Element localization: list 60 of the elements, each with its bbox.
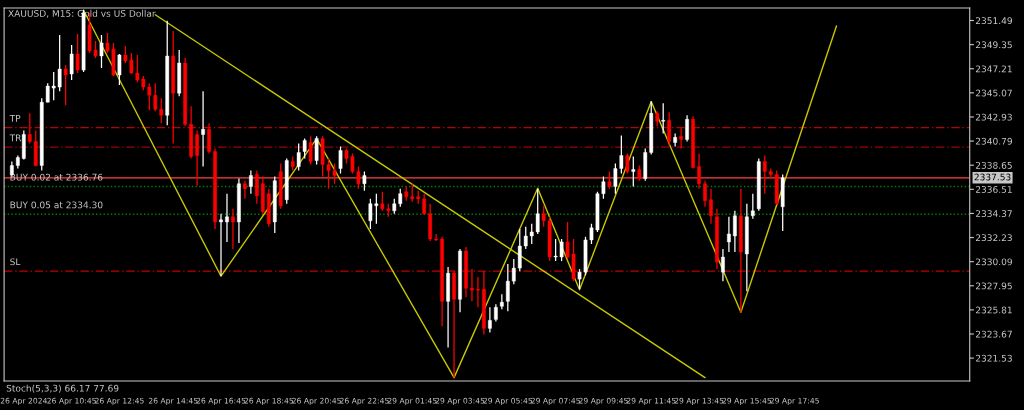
candlestick [219, 213, 223, 277]
candlestick [685, 114, 689, 143]
candlestick [631, 155, 636, 188]
candlestick [625, 152, 630, 175]
candlestick [117, 53, 122, 86]
y-tick-label: 2349.35 [975, 41, 1012, 49]
y-tick-label: 2345.07 [975, 89, 1012, 97]
candlestick [296, 142, 301, 172]
candlestick [69, 44, 74, 81]
candlestick [195, 129, 199, 187]
text: Stoch(5,3,3) 66.17 77.69 [6, 384, 119, 393]
candlestick [470, 268, 474, 302]
y-tick-label: 2342.93 [975, 113, 1012, 121]
y-tick-label: 2336.51 [975, 186, 1012, 193]
candlestick [500, 293, 504, 310]
y-tick-label: 2330.09 [975, 258, 1012, 266]
candlestick [302, 137, 307, 160]
candlestick [697, 152, 701, 190]
candlestick [488, 306, 492, 334]
y-tick-label: 2332.23 [975, 234, 1012, 242]
y-tick-label: 2340.79 [975, 137, 1012, 145]
candlestick [661, 102, 666, 135]
candlestick [727, 216, 731, 253]
candlestick [505, 263, 510, 312]
candlestick [99, 34, 104, 69]
candlestick [249, 169, 253, 195]
ref-line-label: TP [9, 115, 21, 122]
y-tick-label: 2321.53 [975, 354, 1012, 362]
candlestick [476, 276, 480, 308]
y-tick-label: 2327.95 [975, 282, 1012, 290]
y-tick-label: 2338.65 [975, 161, 1012, 169]
y-tick-label: 2323.67 [975, 330, 1012, 338]
candlestick [750, 193, 755, 220]
candlestick [338, 145, 343, 175]
candlestick [207, 122, 211, 155]
candlestick [255, 169, 259, 205]
y-tick-label: 2347.21 [975, 65, 1012, 73]
candlestick [362, 170, 367, 192]
ref-line-label: TR [9, 134, 22, 142]
candlestick [703, 180, 707, 208]
ref-line-label: 2337.53 [974, 173, 1011, 181]
candlestick [225, 193, 229, 243]
ref-line-label: SL [10, 258, 21, 266]
candlestick [667, 111, 672, 147]
y-tick-label: 2325.81 [975, 306, 1012, 314]
ref-line-label: BUY 0.05 at 2334.30 [10, 201, 103, 209]
candlestick [314, 135, 319, 166]
y-tick-label: 2334.37 [975, 210, 1012, 217]
candlestick [308, 135, 313, 166]
candlestick [243, 180, 247, 200]
candlestick [422, 193, 427, 216]
candlestick [75, 33, 80, 74]
candlestick [679, 127, 683, 150]
candlestick [231, 208, 235, 250]
candlestick [201, 90, 205, 168]
candlestick [721, 248, 725, 282]
y-tick-label: 2351.49 [975, 17, 1012, 25]
candlestick [709, 188, 713, 225]
candlestick [63, 64, 68, 106]
candlestick [733, 210, 737, 253]
